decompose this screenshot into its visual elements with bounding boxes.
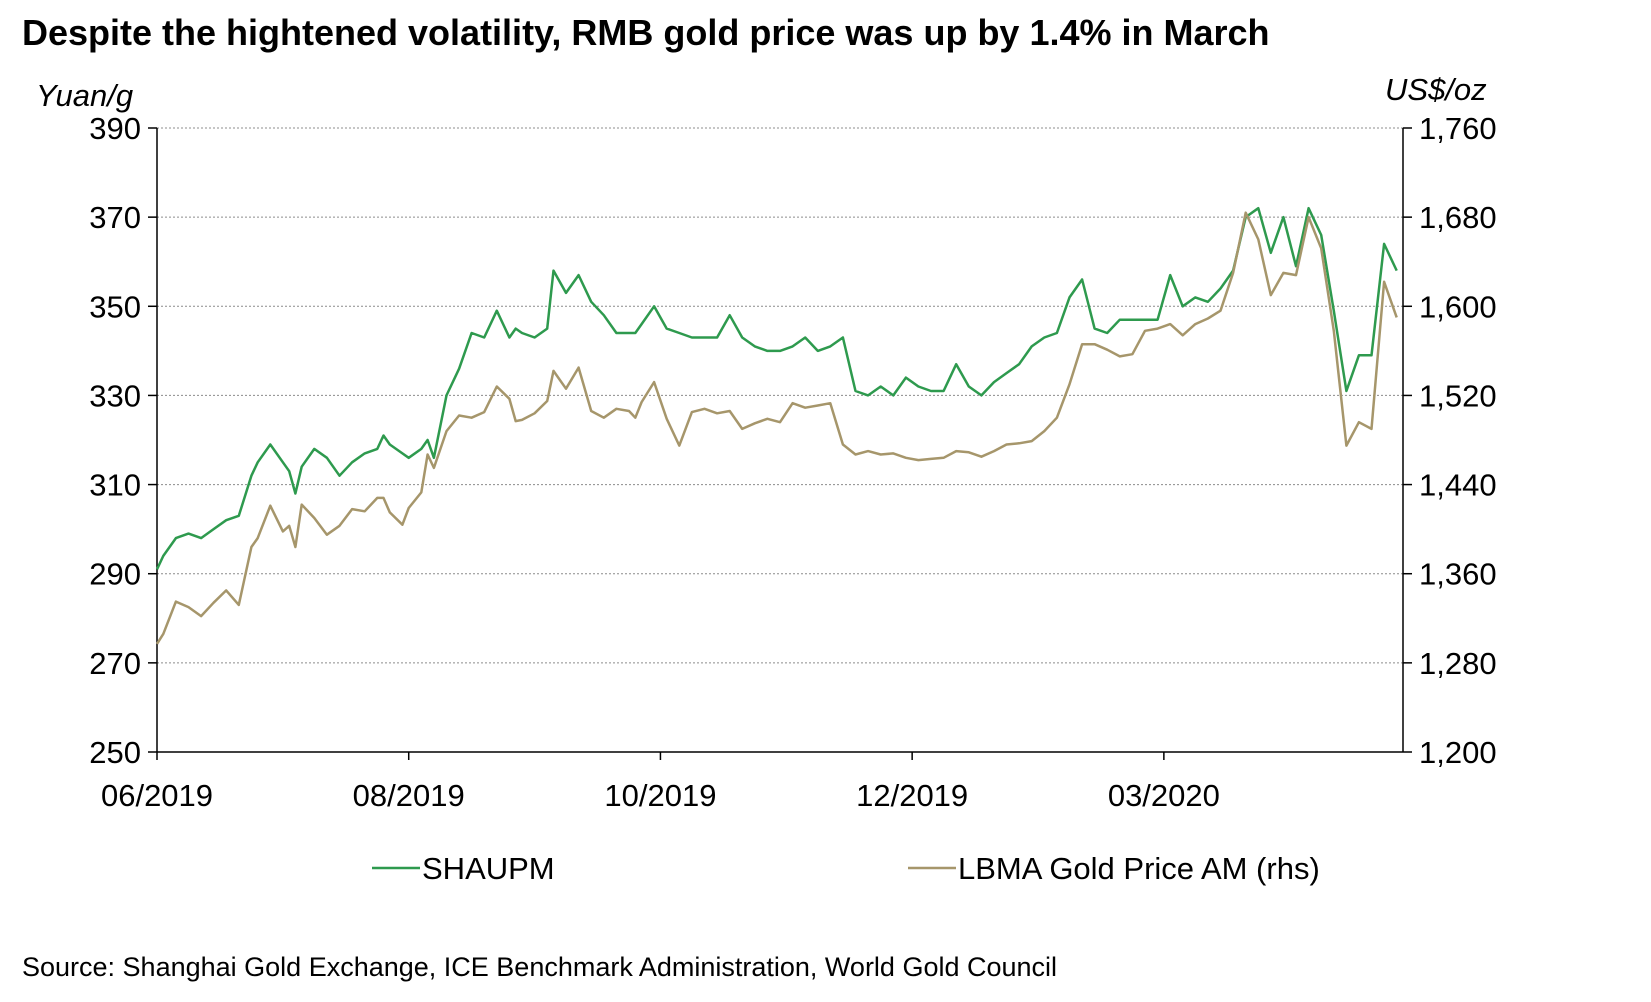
series-lines [155, 206, 1398, 645]
y-right-tick-label: 1,440 [1419, 468, 1497, 503]
chart-title: Despite the hightened volatility, RMB go… [22, 12, 1270, 53]
grid-lines [157, 127, 1403, 664]
y-right-axis-label: US$/oz [1385, 72, 1487, 107]
y-right-tick-label: 1,680 [1419, 200, 1497, 235]
y-right-tick-label: 1,600 [1419, 289, 1497, 324]
series-line-shaupm [155, 206, 1398, 570]
legend: SHAUPM LBMA Gold Price AM (rhs) [372, 851, 1320, 886]
legend-label: LBMA Gold Price AM (rhs) [958, 851, 1320, 886]
series-line-lbma [155, 211, 1398, 645]
x-tick-label: 10/2019 [604, 778, 716, 813]
y-left-tick-label: 350 [89, 289, 141, 324]
y-right-tick-label: 1,760 [1419, 111, 1497, 146]
y-left-tick-label: 250 [89, 735, 141, 770]
y-left-tick-label: 390 [89, 111, 141, 146]
x-tick-label: 06/2019 [101, 778, 213, 813]
y-left-tick-label: 330 [89, 378, 141, 413]
x-tick-label: 12/2019 [856, 778, 968, 813]
legend-label: SHAUPM [422, 851, 555, 886]
y-right-tick-label: 1,200 [1419, 735, 1497, 770]
axes: 250 270 290 310 330 350 370 390 1,200 1,280 1,360 1… [36, 72, 1497, 813]
y-left-tick-label: 370 [89, 200, 141, 235]
y-right-tick-label: 1,360 [1419, 557, 1497, 592]
y-right-tick-label: 1,520 [1419, 378, 1497, 413]
y-left-axis-label: Yuan/g [36, 78, 133, 113]
y-left-tick-label: 310 [89, 468, 141, 503]
y-right-tick-label: 1,280 [1419, 646, 1497, 681]
y-left-tick-label: 270 [89, 646, 141, 681]
x-tick-label: 03/2020 [1108, 778, 1220, 813]
source-note: Source: Shanghai Gold Exchange, ICE Benc… [22, 952, 1058, 982]
y-left-tick-label: 290 [89, 557, 141, 592]
x-tick-label: 08/2019 [353, 778, 465, 813]
